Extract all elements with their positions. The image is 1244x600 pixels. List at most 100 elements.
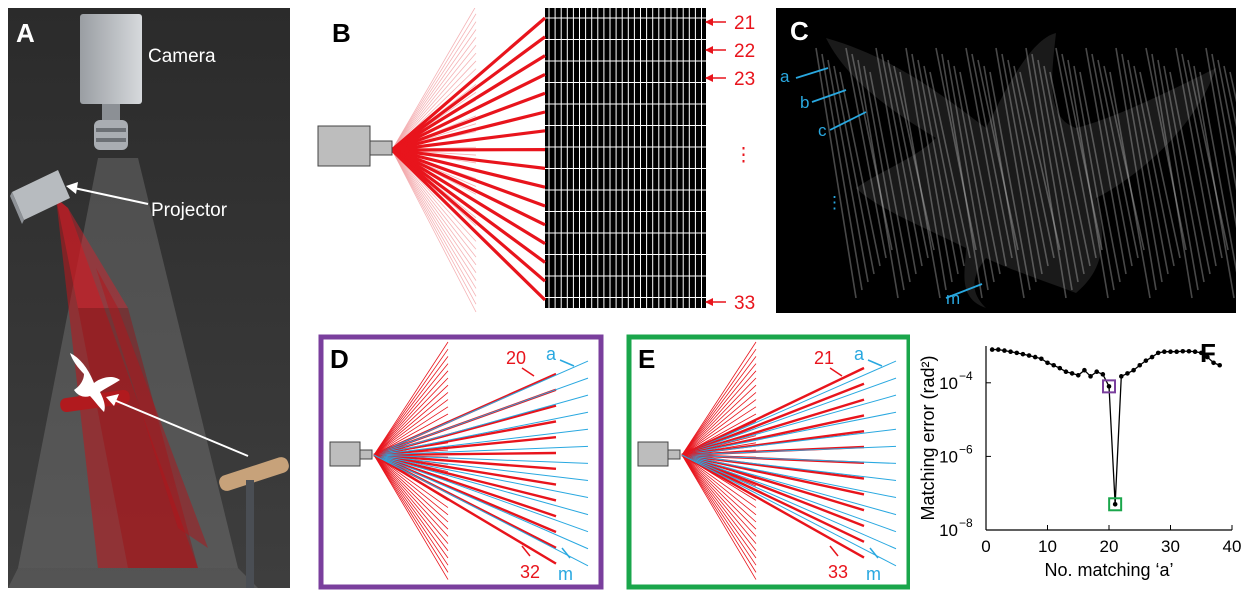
panel-a-label: A: [16, 20, 35, 46]
stripe-label: 21: [734, 13, 755, 34]
stripe-label: 23: [734, 69, 755, 90]
x-tick-label: 10: [1038, 537, 1057, 556]
panel-b-diagram: 21 22 23 ⋮ 33: [296, 8, 766, 314]
y-tick-label: 10: [939, 374, 958, 393]
bird-stripe: [1200, 72, 1236, 290]
error-curve: [992, 350, 1220, 505]
data-point: [1008, 349, 1013, 354]
red-stripe-number: 21: [814, 348, 834, 368]
projector-label: Projector: [151, 200, 227, 222]
data-point: [1187, 349, 1192, 354]
x-tick-label: 40: [1223, 537, 1242, 556]
data-point: [1119, 374, 1124, 379]
x-axis-label: No. matching ‘a’: [1044, 560, 1173, 580]
bird-stripe-image: [816, 33, 1236, 308]
y-tick-exponent: −6: [959, 442, 973, 456]
stripe-arrowhead: [705, 74, 713, 82]
bird-stripe: [822, 54, 862, 290]
panel-a: A Camera Projector: [8, 8, 290, 588]
panel-e-label: E: [638, 346, 655, 372]
data-point: [1094, 369, 1099, 374]
panel-c-label: C: [790, 18, 809, 44]
stripe-letter-label: b: [800, 93, 809, 112]
projected-stripe-ray: [392, 150, 545, 300]
data-point: [1168, 349, 1173, 354]
stripe-letter-label: a: [780, 67, 790, 86]
data-point: [1150, 355, 1155, 360]
blue-stripe-letter: a: [546, 344, 557, 364]
data-point: [1002, 348, 1007, 353]
camera-body: [80, 14, 142, 104]
red-stripe-number: 32: [520, 562, 540, 582]
red-stripe-number: 20: [506, 348, 526, 368]
data-point: [1064, 369, 1069, 374]
data-point: [1039, 356, 1044, 361]
blue-stripe-letter: m: [558, 564, 573, 584]
stripe-letter-label: c: [818, 121, 827, 140]
data-point: [1137, 363, 1142, 368]
stripe-pattern: [545, 8, 706, 308]
data-point: [1181, 349, 1186, 354]
data-point: [990, 347, 995, 352]
stripe-letter-label: ⋮: [826, 193, 843, 212]
data-point: [1033, 355, 1038, 360]
projector-lens: [668, 450, 680, 459]
data-point: [1058, 366, 1063, 371]
panel-c-image: abc ⋮ m: [776, 8, 1236, 313]
panel-d: 20 a 32 m D: [318, 334, 604, 590]
stripe-label: ⋮: [734, 145, 753, 166]
data-point: [1131, 368, 1136, 373]
data-point: [1076, 373, 1081, 378]
projector-body: [330, 442, 360, 466]
projector-body: [638, 442, 668, 466]
y-tick-label: 10: [939, 521, 958, 540]
stripe-label: 22: [734, 41, 755, 62]
y-tick-label: 10: [939, 447, 958, 466]
data-point: [1125, 371, 1130, 376]
blue-stripe-letter: m: [866, 564, 881, 584]
panel-a-render: [8, 8, 290, 588]
data-point: [1107, 384, 1112, 389]
y-axis-label: Matching error (rad²): [918, 355, 938, 520]
data-point: [1082, 368, 1087, 373]
camera-label: Camera: [148, 46, 216, 68]
panel-d-label: D: [330, 346, 349, 372]
projector-lens: [360, 450, 372, 459]
data-point: [1156, 351, 1161, 356]
data-point: [1070, 371, 1075, 376]
stripe-label: 33: [734, 293, 755, 314]
stripe-arrowhead: [705, 46, 713, 54]
data-point: [1021, 352, 1026, 357]
stripe-arrowhead: [705, 298, 713, 306]
faint-ray: [392, 150, 476, 304]
data-point: [1051, 363, 1056, 368]
stripe-letter-label: m: [946, 289, 960, 308]
panel-b-label: B: [332, 20, 351, 46]
x-tick-label: 20: [1100, 537, 1119, 556]
data-point: [1088, 374, 1093, 379]
data-point: [1045, 360, 1050, 365]
data-point: [1174, 349, 1179, 354]
data-point: [1162, 349, 1167, 354]
data-point: [1027, 353, 1032, 358]
stripe-arrowhead: [705, 18, 713, 26]
y-tick-exponent: −8: [959, 516, 973, 530]
data-point: [1113, 502, 1118, 507]
panel-d-diagram: 20 a 32 m: [318, 334, 604, 590]
projector-lens: [370, 141, 392, 155]
x-tick-label: 30: [1161, 537, 1180, 556]
blue-stripe-letter: a: [854, 344, 865, 364]
data-point: [996, 347, 1001, 352]
bird-stripe: [816, 48, 856, 298]
panel-f-label: F: [1200, 340, 1216, 366]
data-point: [1014, 351, 1019, 356]
data-point: [1217, 363, 1222, 368]
x-tick-label: 0: [981, 537, 990, 556]
y-tick-exponent: −4: [959, 369, 973, 383]
stripe-letter-arrow: [796, 68, 828, 78]
